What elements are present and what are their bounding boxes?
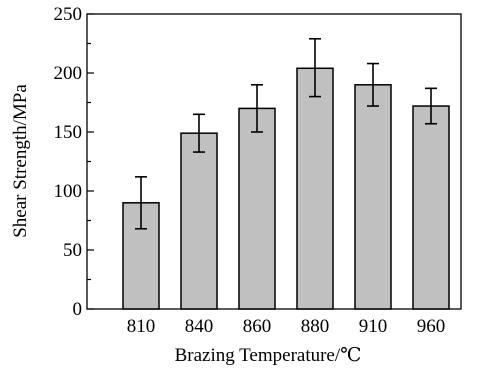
y-tick-label: 250 [54, 4, 83, 25]
y-tick-label: 50 [63, 240, 82, 261]
error-bars-group [135, 37, 437, 230]
bar [412, 105, 450, 310]
bars-group [122, 67, 450, 310]
x-tick-labels: 810 840 860 880 910 960 [127, 316, 446, 337]
x-tick-label: 810 [127, 316, 156, 337]
x-tick-label: 860 [243, 316, 272, 337]
bar [238, 107, 276, 310]
y-tick-label: 150 [54, 122, 83, 143]
bar [296, 67, 334, 310]
bar [354, 84, 392, 310]
y-axis-title: Shear Strength/MPa [10, 84, 31, 238]
x-tick-label: 960 [417, 316, 446, 337]
x-axis-title: Brazing Temperature/℃ [175, 345, 362, 366]
y-axis-ticks: 0 50 100 150 200 250 [54, 4, 94, 320]
bar [180, 132, 218, 310]
x-tick-label: 880 [301, 316, 330, 337]
y-tick-label: 100 [54, 181, 83, 202]
x-tick-label: 910 [359, 316, 388, 337]
x-tick-label: 840 [185, 316, 214, 337]
y-tick-label: 200 [54, 63, 83, 84]
y-tick-label: 0 [73, 299, 83, 320]
